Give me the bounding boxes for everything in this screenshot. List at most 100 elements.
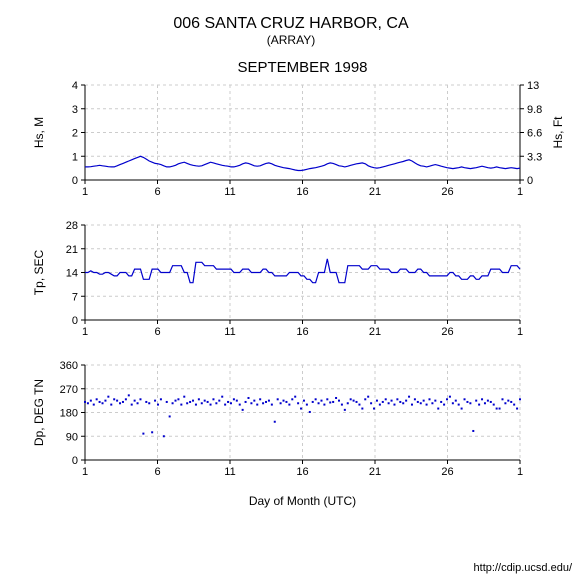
scatter-point xyxy=(411,404,413,406)
scatter-point xyxy=(227,401,229,403)
scatter-point xyxy=(212,398,214,400)
panel-hs: 0123403.36.69.81316111621261Hs, MHs, Ft xyxy=(32,80,565,198)
scatter-point xyxy=(90,400,92,402)
scatter-point xyxy=(472,430,474,432)
ytick-label: 2 xyxy=(72,128,78,140)
scatter-point xyxy=(154,400,156,402)
scatter-point xyxy=(186,402,188,404)
scatter-point xyxy=(204,400,206,402)
scatter-point xyxy=(268,400,270,402)
scatter-point xyxy=(160,398,162,400)
scatter-point xyxy=(104,400,106,402)
scatter-point xyxy=(353,400,355,402)
xtick-label: 1 xyxy=(517,186,523,198)
scatter-point xyxy=(458,404,460,406)
ytick-right-label: 3.3 xyxy=(527,151,542,163)
scatter-point xyxy=(312,401,314,403)
scatter-point xyxy=(391,400,393,402)
scatter-point xyxy=(177,398,179,400)
scatter-point xyxy=(326,398,328,400)
scatter-point xyxy=(423,400,425,402)
scatter-point xyxy=(466,401,468,403)
scatter-point xyxy=(259,398,261,400)
scatter-point xyxy=(247,397,249,399)
scatter-point xyxy=(99,401,101,403)
footer-url: http://cdip.ucsd.edu/ xyxy=(474,562,573,574)
scatter-point xyxy=(306,404,308,406)
xtick-label: 21 xyxy=(369,186,381,198)
scatter-point xyxy=(455,400,457,402)
scatter-point xyxy=(475,400,477,402)
scatter-point xyxy=(350,398,352,400)
scatter-point xyxy=(382,401,384,403)
scatter-point xyxy=(285,401,287,403)
ylabel-left: Hs, M xyxy=(32,117,46,148)
scatter-point xyxy=(137,402,139,404)
scatter-point xyxy=(431,402,433,404)
scatter-point xyxy=(280,402,282,404)
scatter-point xyxy=(163,435,165,437)
scatter-point xyxy=(172,402,174,404)
ytick-right-label: 9.8 xyxy=(527,104,542,116)
scatter-point xyxy=(376,400,378,402)
scatter-point xyxy=(245,401,247,403)
scatter-point xyxy=(139,398,141,400)
ytick-label: 270 xyxy=(60,384,78,396)
scatter-point xyxy=(288,404,290,406)
ytick-label: 0 xyxy=(72,455,78,467)
scatter-point xyxy=(110,404,112,406)
scatter-point xyxy=(402,402,404,404)
scatter-point xyxy=(300,408,302,410)
scatter-point xyxy=(93,404,95,406)
scatter-point xyxy=(303,400,305,402)
ylabel-left: Dp, DEG TN xyxy=(32,379,46,446)
xtick-label: 26 xyxy=(441,466,453,478)
scatter-point xyxy=(493,404,495,406)
scatter-point xyxy=(142,433,144,435)
scatter-point xyxy=(364,398,366,400)
xtick-label: 11 xyxy=(224,466,235,478)
scatter-point xyxy=(128,394,130,396)
scatter-point xyxy=(221,396,223,398)
scatter-point xyxy=(338,400,340,402)
scatter-point xyxy=(478,404,480,406)
scatter-point xyxy=(294,396,296,398)
scatter-point xyxy=(131,404,133,406)
ytick-label: 3 xyxy=(72,104,78,116)
scatter-point xyxy=(215,402,217,404)
scatter-point xyxy=(437,408,439,410)
scatter-point xyxy=(239,404,241,406)
scatter-point xyxy=(446,398,448,400)
ytick-label: 4 xyxy=(72,80,78,92)
scatter-point xyxy=(277,398,279,400)
scatter-point xyxy=(113,398,115,400)
ytick-right-label: 6.6 xyxy=(527,128,542,140)
scatter-point xyxy=(516,408,518,410)
scatter-point xyxy=(291,398,293,400)
scatter-point xyxy=(201,402,203,404)
xtick-label: 11 xyxy=(224,186,235,198)
xtick-label: 6 xyxy=(154,326,160,338)
ytick-label: 1 xyxy=(72,151,78,163)
xtick-label: 1 xyxy=(517,326,523,338)
scatter-point xyxy=(253,400,255,402)
scatter-point xyxy=(189,401,191,403)
scatter-point xyxy=(157,404,159,406)
wave-data-chart: 006 SANTA CRUZ HARBOR, CA(ARRAY)SEPTEMBE… xyxy=(0,0,582,581)
scatter-point xyxy=(469,402,471,404)
ytick-right-label: 13 xyxy=(527,80,539,92)
xtick-label: 26 xyxy=(441,326,453,338)
scatter-point xyxy=(379,404,381,406)
scatter-point xyxy=(283,400,285,402)
xtick-label: 21 xyxy=(369,326,381,338)
panel-tp: 0714212816111621261Tp, SEC xyxy=(32,220,523,338)
scatter-point xyxy=(315,398,317,400)
scatter-point xyxy=(210,404,212,406)
scatter-point xyxy=(344,409,346,411)
scatter-point xyxy=(198,398,200,400)
scatter-point xyxy=(496,408,498,410)
scatter-point xyxy=(408,396,410,398)
scatter-point xyxy=(434,400,436,402)
xtick-label: 21 xyxy=(369,466,381,478)
ytick-label: 90 xyxy=(66,431,78,443)
